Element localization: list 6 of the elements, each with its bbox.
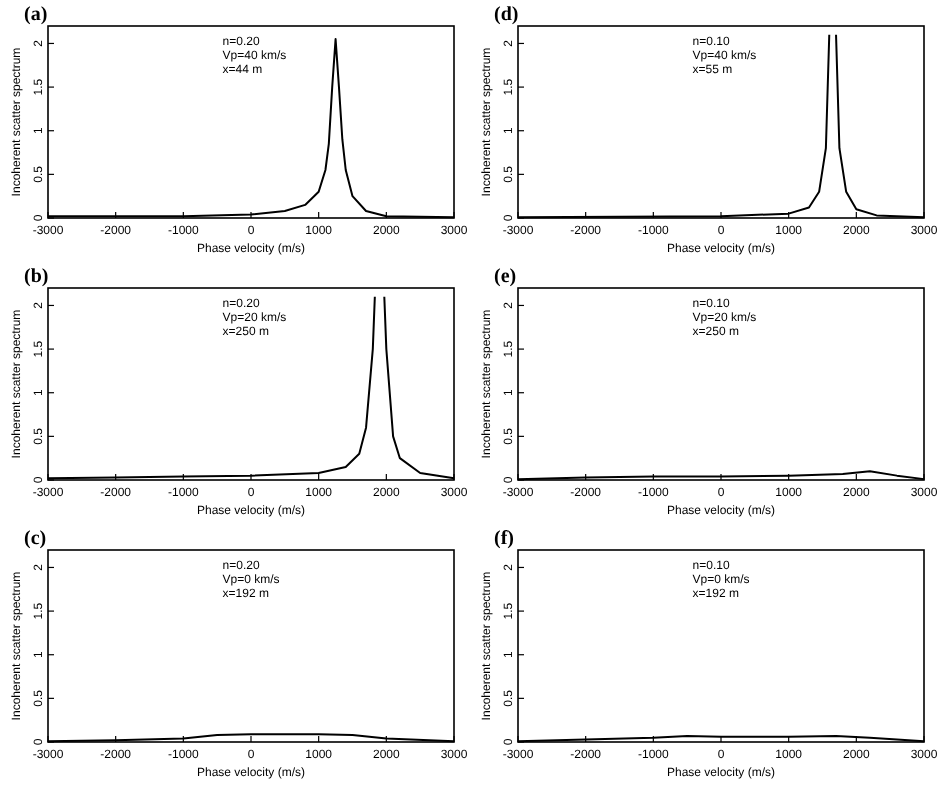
chart-title: (c) bbox=[24, 528, 47, 550]
chart-title: (d) bbox=[494, 4, 519, 26]
chart-title: (f) bbox=[494, 528, 514, 550]
chart-title: (e) bbox=[494, 266, 517, 288]
chart-title: (a) bbox=[24, 4, 48, 26]
chart-title: (b) bbox=[24, 266, 49, 288]
